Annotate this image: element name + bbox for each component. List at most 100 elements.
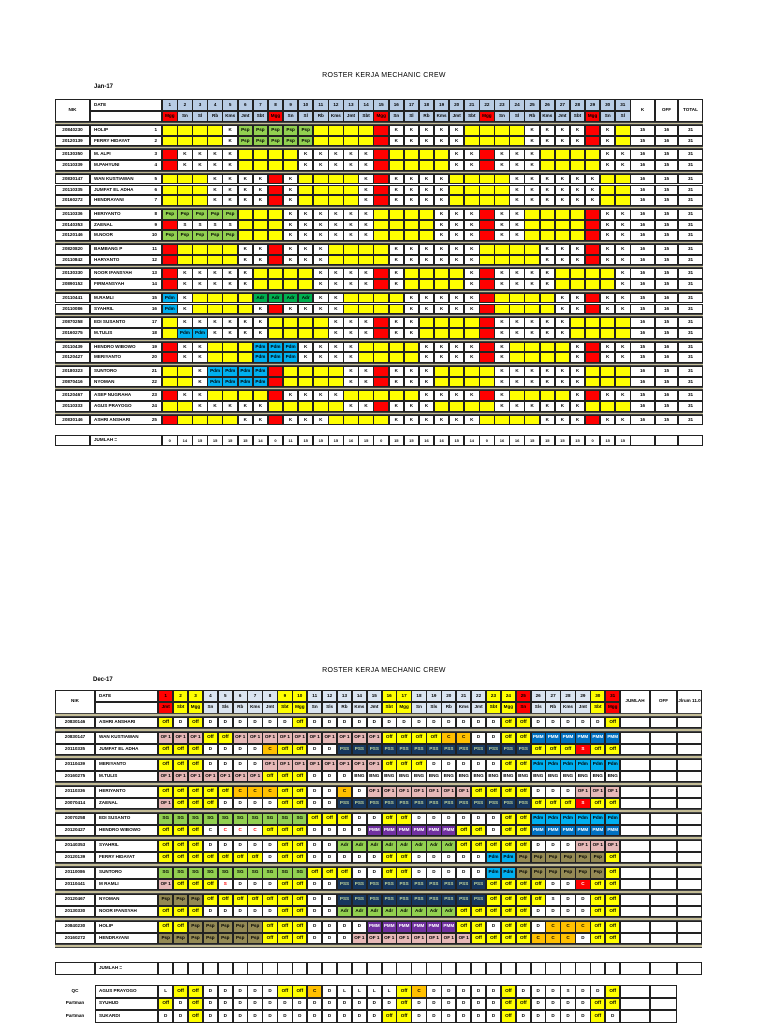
day-cell: Off <box>202 785 219 798</box>
day-cell: K <box>177 390 193 402</box>
day-cell <box>524 414 540 426</box>
day-cell: K <box>388 244 405 255</box>
day-cell: Off <box>381 851 397 864</box>
day-cell: Off <box>336 866 353 879</box>
day-cell: K <box>192 352 208 363</box>
day-cell: Psp <box>252 135 269 147</box>
day-cell: K <box>343 160 359 171</box>
day-cell: D <box>351 851 368 864</box>
row-number: 8 <box>154 210 157 216</box>
day-cell: K <box>464 244 480 255</box>
day-cell: D <box>470 731 487 744</box>
day-cell: Psp <box>575 851 591 864</box>
day-cell: D <box>590 716 606 729</box>
day-cell: Pdm <box>192 327 208 339</box>
day-name: Rb <box>545 702 561 714</box>
day-cell: D <box>366 1010 382 1023</box>
total-count: 31 <box>678 244 703 255</box>
row-number: 6 <box>154 186 157 192</box>
day-cell: C <box>232 785 248 798</box>
day-cell: D <box>336 824 353 837</box>
day-cell: Off <box>396 851 412 864</box>
day-cell <box>433 317 450 328</box>
off-cell <box>650 797 677 810</box>
day-cell: K <box>569 195 586 206</box>
day-cell: K <box>282 390 299 402</box>
day-cell: Off <box>530 743 546 756</box>
day-cell <box>494 414 510 426</box>
off-cell <box>650 878 677 891</box>
day-cell: K <box>509 317 525 328</box>
day-cell: Off <box>605 997 621 1010</box>
day-cell: Psp <box>575 866 591 879</box>
off-count: 15 <box>655 230 678 241</box>
day-cell <box>584 341 601 353</box>
jumlah-value <box>411 962 427 975</box>
day-cell: K <box>222 184 238 196</box>
day-cell: Off <box>247 893 263 906</box>
k-count: 16 <box>630 254 655 266</box>
day-cell: K <box>313 219 329 231</box>
day-cell <box>479 208 495 220</box>
day-cell: Off <box>277 905 293 918</box>
day-cell: C <box>217 824 233 837</box>
row-number: 17 <box>151 319 157 325</box>
day-cell: K <box>599 414 616 426</box>
day-cell: K <box>599 125 616 136</box>
day-cell: K <box>343 366 359 377</box>
day-cell: D <box>470 1010 487 1023</box>
day-cell <box>464 401 480 412</box>
day-cell <box>207 390 223 402</box>
day-cell: K <box>464 160 480 171</box>
day-cell: Psp <box>282 125 299 136</box>
day-cell <box>599 268 616 280</box>
day-cell: PSS <box>381 893 397 906</box>
day-cell: Psp <box>560 866 576 879</box>
day-cell: K <box>524 195 540 206</box>
row-number: 7 <box>154 197 157 203</box>
day-cell <box>313 125 329 136</box>
day-cell: K <box>524 317 540 328</box>
day-cell: Psp <box>187 920 204 933</box>
day-cell: K <box>524 279 540 290</box>
day-cell <box>358 414 374 426</box>
day-number: 27 <box>554 99 571 111</box>
jumlah-value <box>500 962 517 975</box>
jumlah-extra <box>677 962 702 975</box>
day-cell: K <box>403 135 420 147</box>
day-cell: K <box>207 401 223 412</box>
day-cell: OF 1 <box>366 731 382 744</box>
nik-cell: 20830146 <box>55 414 90 426</box>
day-cell: D <box>172 1010 189 1023</box>
day-cell: D <box>590 985 606 998</box>
day-cell: D <box>217 743 233 756</box>
jumlah-blank <box>55 962 95 975</box>
day-cell <box>479 341 495 353</box>
jumlah-cell <box>620 824 650 837</box>
k-count: 16 <box>630 230 655 241</box>
day-cell: Off <box>158 920 174 933</box>
day-cell: D <box>247 985 263 998</box>
day-cell: D <box>262 985 278 998</box>
day-cell <box>403 352 420 363</box>
day-cell: K <box>433 390 450 402</box>
day-cell <box>343 173 359 185</box>
off-cell <box>650 812 677 825</box>
day-cell: D <box>277 1010 293 1023</box>
day-cell: OF 1 <box>396 785 412 798</box>
day-name: Jmt <box>237 111 254 122</box>
day-cell: K <box>207 149 223 161</box>
day-cell: K <box>448 135 465 147</box>
day-cell: PMM <box>396 824 412 837</box>
day-cell: Psp <box>545 851 561 864</box>
day-cell: K <box>282 230 299 241</box>
day-cell: Off <box>292 985 308 998</box>
day-cell: K <box>509 160 525 171</box>
day-cell <box>252 268 269 280</box>
jumlah-value: 15 <box>524 435 540 446</box>
day-cell <box>297 173 314 185</box>
day-cell <box>177 184 193 196</box>
day-cell: Pdm <box>605 812 621 825</box>
jumlah-cell <box>620 716 650 729</box>
extra-cell <box>677 851 702 864</box>
